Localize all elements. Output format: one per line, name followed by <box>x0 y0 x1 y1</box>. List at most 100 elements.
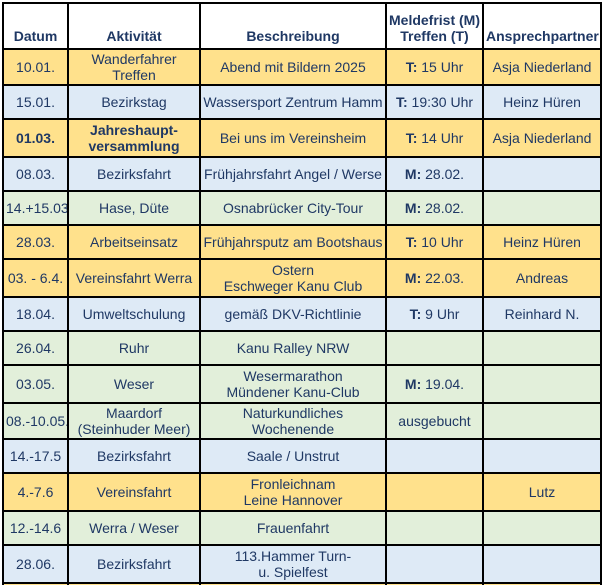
cell-ansprechpartner: Heinz Hüren <box>482 84 602 120</box>
column-header-datum: Datum <box>2 2 69 50</box>
cell-aktivitaet: Wanderfahrer Treffen <box>67 48 201 86</box>
table-row: 15.01. Bezirkstag Wassersport Zentrum Hamm… <box>2 84 602 120</box>
frist-prefix: M: <box>404 270 422 286</box>
cell-frist: M: 28.02. <box>385 190 484 226</box>
cell-beschreibung: Frauenfahrt <box>199 510 387 546</box>
cell-frist <box>385 510 484 546</box>
cell-datum: 14.-17.5 <box>2 438 69 474</box>
cell-frist <box>385 472 484 512</box>
frist-prefix: T: <box>405 59 418 75</box>
cell-ansprechpartner <box>482 438 602 474</box>
cell-frist <box>385 330 484 366</box>
cell-ansprechpartner: Asja Niederland <box>482 118 602 158</box>
cell-datum: 28.06. <box>2 544 69 584</box>
cell-beschreibung: Saale / Unstrut <box>199 438 387 474</box>
cell-aktivitaet: Vereinsfahrt <box>67 472 201 512</box>
cell-beschreibung: Frühjahrsfahrt Angel / Werse <box>199 156 387 192</box>
cell-ansprechpartner <box>482 330 602 366</box>
frist-prefix: M: <box>404 166 422 182</box>
cell-datum: 26.04. <box>2 330 69 366</box>
cell-ansprechpartner <box>482 190 602 226</box>
cell-datum: 10.01. <box>2 48 69 86</box>
cell-datum: 4.-7.6 <box>2 472 69 512</box>
cell-frist: ausgebucht <box>385 402 484 440</box>
cell-beschreibung: Osnabrücker City-Tour <box>199 190 387 226</box>
table-row: 08.03. Bezirksfahrt Frühjahrsfahrt Angel /… <box>2 156 602 192</box>
column-header-aktivitaet: Aktivität <box>67 2 201 50</box>
schedule-body: 10.01. Wanderfahrer Treffen Abend mit Bild… <box>2 48 602 585</box>
cell-ansprechpartner <box>482 510 602 546</box>
cell-frist: M: 28.02. <box>385 156 484 192</box>
column-header-ansprechpartner: Ansprechpartner <box>482 2 602 50</box>
cell-ansprechpartner: Reinhard N. <box>482 296 602 332</box>
table-row: 28.03. Arbeitseinsatz Frühjahrsputz am Boo… <box>2 224 602 260</box>
frist-prefix: M: <box>404 376 422 392</box>
cell-frist: T: 10 Uhr <box>385 224 484 260</box>
cell-beschreibung: Fronleichnam Leine Hannover <box>199 472 387 512</box>
cell-beschreibung: Ostern Eschweger Kanu Club <box>199 258 387 298</box>
cell-aktivitaet: Vereinsfahrt Werra <box>67 258 201 298</box>
cell-ansprechpartner <box>482 364 602 404</box>
cell-aktivitaet: Bezirksfahrt <box>67 156 201 192</box>
cell-aktivitaet: Jahreshaupt- versammlung <box>67 118 201 158</box>
table-row: 18.04. Umweltschulung gemäß DKV-Richtlinie… <box>2 296 602 332</box>
cell-aktivitaet: Weser <box>67 364 201 404</box>
table-row: 28.06. Bezirksfahrt 113.Hammer Turn- u. Sp… <box>2 544 602 584</box>
cell-datum: 08.-10.05. <box>2 402 69 440</box>
cell-frist <box>385 438 484 474</box>
cell-ansprechpartner: Heinz Hüren <box>482 224 602 260</box>
table-row: 03.05. Weser Wesermarathon Mündener Kanu-C… <box>2 364 602 404</box>
cell-ansprechpartner <box>482 544 602 584</box>
table-row: 10.01. Wanderfahrer Treffen Abend mit Bild… <box>2 48 602 86</box>
cell-frist: M: 22.03. <box>385 258 484 298</box>
table-row: 03. - 6.4. Vereinsfahrt Werra Ostern Eschw… <box>2 258 602 298</box>
cell-beschreibung: gemäß DKV-Richtlinie <box>199 296 387 332</box>
cell-datum: 12.-14.6 <box>2 510 69 546</box>
cell-ansprechpartner <box>482 156 602 192</box>
cell-beschreibung: Wesermarathon Mündener Kanu-Club <box>199 364 387 404</box>
frist-prefix: T: <box>409 306 422 322</box>
cell-datum: 03.05. <box>2 364 69 404</box>
cell-aktivitaet: Umweltschulung <box>67 296 201 332</box>
table-row: 26.04. Ruhr Kanu Ralley NRW <box>2 330 602 366</box>
table-row: 14.+15.03 Hase, Düte Osnabrücker City-Tour… <box>2 190 602 226</box>
cell-frist: T: 14 Uhr <box>385 118 484 158</box>
cell-ansprechpartner: Lutz <box>482 472 602 512</box>
cell-aktivitaet: Ruhr <box>67 330 201 366</box>
cell-beschreibung: Naturkundliches Wochenende <box>199 402 387 440</box>
cell-frist <box>385 544 484 584</box>
cell-beschreibung: Wassersport Zentrum Hamm <box>199 84 387 120</box>
cell-frist: T: 15 Uhr <box>385 48 484 86</box>
cell-datum: 01.03. <box>2 118 69 158</box>
cell-datum: 15.01. <box>2 84 69 120</box>
cell-beschreibung: Bei uns im Vereinsheim <box>199 118 387 158</box>
cell-aktivitaet: Maardorf (Steinhuder Meer) <box>67 402 201 440</box>
frist-prefix: T: <box>405 130 418 146</box>
cell-ansprechpartner: Asja Niederland <box>482 48 602 86</box>
cell-aktivitaet: Arbeitseinsatz <box>67 224 201 260</box>
cell-beschreibung: Kanu Ralley NRW <box>199 330 387 366</box>
cell-aktivitaet: Werra / Weser <box>67 510 201 546</box>
frist-prefix: T: <box>395 94 408 110</box>
cell-ansprechpartner: Andreas <box>482 258 602 298</box>
cell-aktivitaet: Bezirksfahrt <box>67 438 201 474</box>
cell-aktivitaet: Hase, Düte <box>67 190 201 226</box>
frist-prefix: M: <box>404 200 422 216</box>
cell-beschreibung: 113.Hammer Turn- u. Spielfest <box>199 544 387 584</box>
frist-prefix: T: <box>405 234 418 250</box>
cell-frist: T: 19:30 Uhr <box>385 84 484 120</box>
cell-aktivitaet: Bezirksfahrt <box>67 544 201 584</box>
cell-datum: 14.+15.03 <box>2 190 69 226</box>
cell-datum: 28.03. <box>2 224 69 260</box>
cell-aktivitaet: Bezirkstag <box>67 84 201 120</box>
cell-datum: 18.04. <box>2 296 69 332</box>
cell-frist: T: 9 Uhr <box>385 296 484 332</box>
cell-beschreibung: Frühjahrsputz am Bootshaus <box>199 224 387 260</box>
table-row: 14.-17.5 Bezirksfahrt Saale / Unstrut <box>2 438 602 474</box>
column-header-meldefrist: Meldefrist (M) Treffen (T) <box>385 2 484 50</box>
cell-frist: M: 19.04. <box>385 364 484 404</box>
cell-datum: 03. - 6.4. <box>2 258 69 298</box>
table-header: Datum Aktivität Beschreibung Meldefrist … <box>2 2 602 50</box>
table-row: 12.-14.6 Werra / Weser Frauenfahrt <box>2 510 602 546</box>
